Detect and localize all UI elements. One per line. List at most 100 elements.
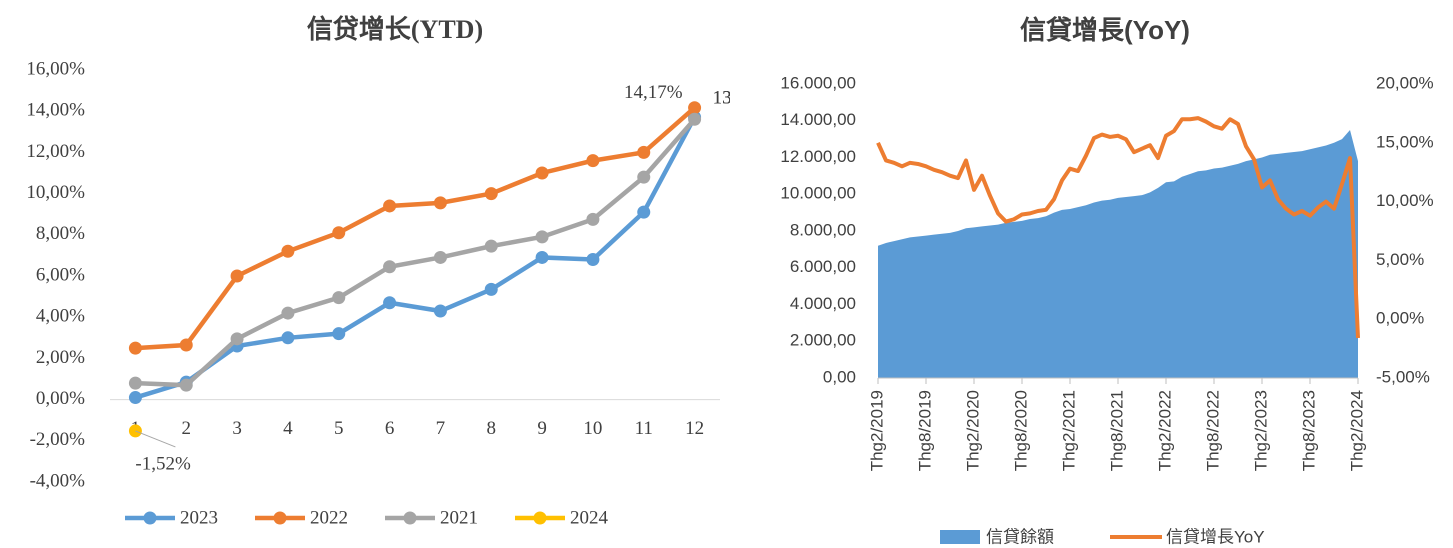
x-tick-label: Thg8/2021 xyxy=(1107,390,1126,471)
point xyxy=(688,112,702,126)
x-tick-label: 8 xyxy=(487,418,497,439)
x-tick-label: 6 xyxy=(385,418,395,439)
x-tick-label: 10 xyxy=(583,418,602,439)
point xyxy=(332,327,346,341)
y-tick-label: 14,00% xyxy=(26,100,85,121)
x-tick-label: Thg2/2021 xyxy=(1059,390,1078,471)
x-tick-label: 3 xyxy=(232,418,242,439)
point xyxy=(433,304,447,318)
y2-tick-label: 0,00% xyxy=(1376,309,1424,328)
point xyxy=(128,376,142,390)
legend-label: 信貸增長YoY xyxy=(1166,527,1265,546)
y2-tick-label: 15,00% xyxy=(1376,132,1434,151)
point xyxy=(586,212,600,226)
legend-marker xyxy=(403,511,417,525)
point xyxy=(637,205,651,219)
point xyxy=(281,306,295,320)
leader-line xyxy=(135,430,176,448)
point xyxy=(688,101,702,115)
y-tick-label: 2.000,00 xyxy=(790,331,856,350)
legend-marker xyxy=(273,511,287,525)
x-tick-label: Thg2/2020 xyxy=(963,390,982,471)
y-tick-label: 0,00 xyxy=(823,367,856,386)
y-tick-label: 10.000,00 xyxy=(780,184,856,203)
point xyxy=(281,244,295,258)
y2-tick-label: 10,00% xyxy=(1376,191,1434,210)
point xyxy=(484,239,498,253)
ytd-chart: 信贷增长(YTD) -4,00% -2,00% 0,00% 2,00% 4,00% 6,00… xyxy=(26,14,730,528)
x-tick-label: Thg8/2020 xyxy=(1011,390,1030,471)
point xyxy=(433,196,447,210)
legend-label: 2023 xyxy=(180,507,218,528)
point xyxy=(383,199,397,213)
chart-title: 信贷增长(YTD) xyxy=(307,14,483,44)
point xyxy=(332,291,346,305)
x-tick-label: Thg2/2019 xyxy=(867,390,886,471)
y-tick-label: 12.000,00 xyxy=(780,147,856,166)
x-tick-label: 2 xyxy=(182,418,192,439)
y-tick-label: -2,00% xyxy=(30,429,86,450)
y-tick-label: 16,00% xyxy=(26,58,85,79)
y2-tick-label: 5,00% xyxy=(1376,250,1424,269)
y-tick-label: 12,00% xyxy=(26,141,85,162)
x-tick-label: Thg2/2023 xyxy=(1251,390,1270,471)
series-line xyxy=(134,116,697,400)
series-line xyxy=(135,117,697,388)
point xyxy=(128,391,142,405)
point xyxy=(332,226,346,240)
area xyxy=(878,129,1358,378)
point xyxy=(281,331,295,345)
legend-marker xyxy=(533,511,547,525)
y-tick-label: 8.000,00 xyxy=(790,220,856,239)
point xyxy=(637,170,651,184)
point xyxy=(383,296,397,310)
x-tick-label: Thg8/2023 xyxy=(1299,390,1318,471)
legend-label: 2022 xyxy=(310,507,348,528)
yoy-chart: 信貸增長(YoY) 0,00 2.000,00 4.000,00 6.000,00 8.0… xyxy=(780,15,1434,547)
x-tick-label: 4 xyxy=(283,418,293,439)
y-tick-label: 4.000,00 xyxy=(790,294,856,313)
series-line xyxy=(135,106,697,351)
x-tick-label: 9 xyxy=(537,418,547,439)
y-tick-label: 16.000,00 xyxy=(780,73,856,92)
point xyxy=(179,378,193,392)
y-tick-label: 4,00% xyxy=(36,306,85,327)
point xyxy=(586,253,600,267)
point xyxy=(433,250,447,264)
point xyxy=(535,250,549,264)
x-tick-label: 11 xyxy=(635,418,653,439)
point xyxy=(230,269,244,283)
y-tick-label: 6.000,00 xyxy=(790,257,856,276)
point xyxy=(586,154,600,168)
y2-tick-label: 20,00% xyxy=(1376,73,1434,92)
legend-swatch xyxy=(940,530,980,544)
y-tick-label: 8,00% xyxy=(36,223,85,244)
chart-title: 信貸增長(YoY) xyxy=(1020,15,1190,45)
legend-label: 2021 xyxy=(440,507,478,528)
point xyxy=(484,187,498,201)
point xyxy=(128,341,142,355)
x-tick-label: 12 xyxy=(685,418,704,439)
point xyxy=(179,338,193,352)
point xyxy=(230,332,244,346)
point xyxy=(535,230,549,244)
y-tick-label: 2,00% xyxy=(36,347,85,368)
x-tick-label: Thg2/2022 xyxy=(1155,390,1174,471)
data-label: -1,52% xyxy=(135,453,191,474)
x-tick-label: Thg8/2022 xyxy=(1203,390,1222,471)
y2-tick-label: -5,00% xyxy=(1376,367,1430,386)
y-tick-label: 6,00% xyxy=(36,264,85,285)
point xyxy=(535,166,549,180)
data-label: 13,71% xyxy=(713,88,730,109)
x-tick-label: Thg2/2024 xyxy=(1347,390,1366,471)
y-tick-label: 14.000,00 xyxy=(780,110,856,129)
x-tick-label: 7 xyxy=(436,418,446,439)
series-line xyxy=(876,116,1360,339)
x-tick-label: 5 xyxy=(334,418,344,439)
y-tick-label: -4,00% xyxy=(30,470,86,491)
x-tick-label: Thg8/2019 xyxy=(915,390,934,471)
legend-label: 2024 xyxy=(570,507,609,528)
point xyxy=(484,282,498,296)
legend-label: 信貸餘額 xyxy=(986,527,1054,546)
y-tick-label: 10,00% xyxy=(26,182,85,203)
